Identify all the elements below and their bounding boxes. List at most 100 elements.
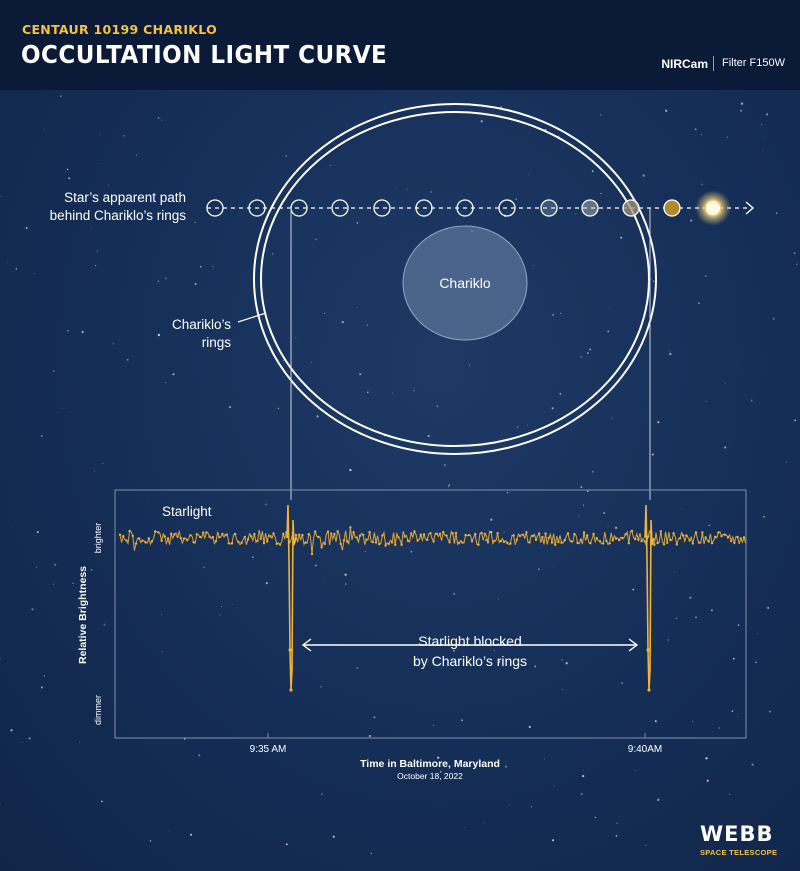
- light-curve-point: [442, 530, 445, 534]
- background-star: [654, 720, 657, 723]
- light-curve-point: [566, 532, 570, 535]
- background-star: [775, 212, 778, 214]
- light-curve-point: [355, 536, 358, 539]
- background-star: [413, 389, 415, 392]
- background-star: [690, 219, 693, 222]
- background-star: [94, 471, 95, 473]
- background-star: [586, 352, 589, 354]
- light-curve-point: [653, 543, 656, 546]
- light-curve-point: [419, 533, 422, 536]
- light-curve-point: [118, 533, 122, 536]
- background-star: [724, 446, 727, 449]
- background-star: [282, 359, 284, 361]
- light-curve-point: [301, 533, 304, 537]
- light-curve-point: [579, 538, 582, 541]
- light-curve-point: [669, 538, 672, 542]
- background-star: [437, 756, 440, 759]
- background-star: [53, 370, 55, 372]
- light-curve-point: [589, 542, 592, 545]
- background-star: [645, 844, 647, 846]
- background-star: [94, 264, 97, 267]
- light-curve-point: [704, 536, 707, 539]
- background-star: [149, 840, 152, 842]
- light-curve-point: [531, 534, 534, 538]
- background-star: [698, 302, 700, 305]
- annotation-arrow-left: [301, 638, 312, 652]
- background-star: [31, 608, 34, 611]
- dip-point: [647, 688, 651, 692]
- light-curve-point: [477, 543, 480, 546]
- background-star: [583, 770, 584, 772]
- light-curve-point: [522, 533, 525, 536]
- background-star: [635, 770, 637, 772]
- background-star: [123, 135, 125, 137]
- background-star: [538, 568, 540, 570]
- light-curve-point: [374, 541, 378, 544]
- background-star: [157, 117, 160, 119]
- background-star: [320, 686, 322, 688]
- background-star: [456, 218, 458, 220]
- light-curve-point: [282, 532, 285, 536]
- x-axis-title: Time in Baltimore, Maryland: [360, 758, 500, 770]
- background-star: [565, 662, 568, 665]
- background-star: [172, 373, 175, 376]
- background-star: [485, 539, 488, 542]
- light-curve-line: [119, 527, 747, 555]
- light-curve-point: [342, 539, 346, 542]
- light-curve-point: [554, 543, 557, 546]
- light-curve-point: [742, 536, 746, 539]
- light-curve-point: [294, 533, 298, 537]
- background-star: [528, 725, 531, 729]
- background-star: [506, 491, 509, 494]
- background-star: [594, 816, 597, 819]
- light-curve-point: [483, 532, 486, 536]
- light-curve-point: [560, 541, 563, 544]
- header-divider: [713, 56, 714, 71]
- background-star: [315, 238, 317, 241]
- background-star: [0, 803, 1, 805]
- light-curve-point: [234, 532, 237, 536]
- background-star: [578, 515, 580, 517]
- background-star: [168, 831, 170, 832]
- light-curve-point: [467, 533, 470, 537]
- page-subtitle: CENTAUR 10199 CHARIKLO: [22, 22, 218, 37]
- background-star: [344, 583, 347, 585]
- background-star: [432, 724, 435, 727]
- light-curve-point: [426, 538, 429, 541]
- light-curve-point: [506, 541, 509, 544]
- light-curve-point: [515, 538, 518, 541]
- light-curve-point: [637, 538, 640, 541]
- background-star: [277, 407, 280, 410]
- background-star: [608, 306, 610, 308]
- background-star: [332, 835, 335, 838]
- background-star: [600, 193, 602, 195]
- light-curve-point: [691, 542, 694, 545]
- light-curve-point: [445, 534, 448, 537]
- background-star: [184, 738, 186, 740]
- light-curve-point: [192, 541, 195, 544]
- background-star: [314, 564, 317, 567]
- background-star: [330, 164, 332, 166]
- light-curve-point: [150, 540, 154, 543]
- background-star: [701, 183, 703, 185]
- light-curve-point: [387, 542, 390, 546]
- light-curve-point: [218, 536, 221, 539]
- background-star: [448, 484, 451, 487]
- background-star: [0, 195, 2, 198]
- background-star: [615, 526, 618, 529]
- background-star: [480, 120, 483, 123]
- background-star: [40, 435, 43, 437]
- light-curve-point: [346, 540, 349, 543]
- background-star: [194, 221, 196, 224]
- light-curve-point: [266, 540, 269, 543]
- light-curve-point: [525, 531, 528, 534]
- star-field-background: [0, 90, 800, 871]
- light-curve-point: [557, 540, 560, 544]
- background-star: [406, 188, 408, 190]
- light-curve-point: [397, 536, 400, 539]
- light-curve-point: [707, 540, 710, 543]
- background-star: [43, 128, 45, 130]
- background-star: [503, 531, 505, 533]
- background-star: [66, 168, 69, 171]
- light-curve-point: [362, 533, 365, 537]
